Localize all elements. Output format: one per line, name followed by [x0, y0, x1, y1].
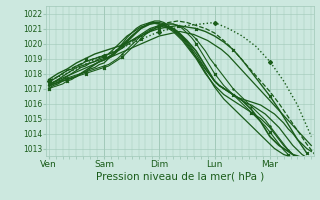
X-axis label: Pression niveau de la mer( hPa ): Pression niveau de la mer( hPa ) — [96, 172, 264, 182]
